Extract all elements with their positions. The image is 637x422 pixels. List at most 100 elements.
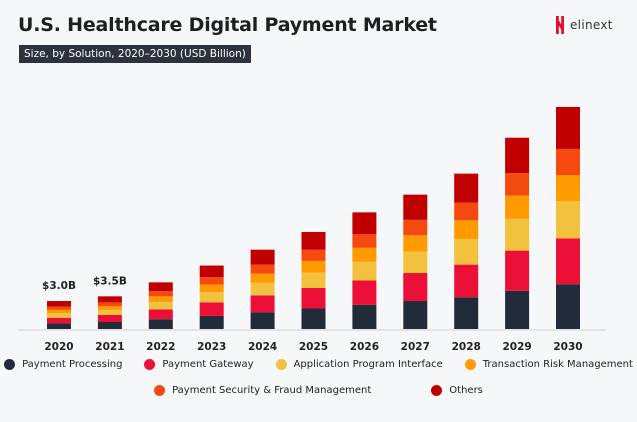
bar-segment-2021-0 [97, 322, 122, 329]
bar-segment-2020-4 [47, 306, 71, 310]
legend-row-1: Payment Processing Payment Gateway Applica… [0, 359, 637, 370]
data-label-2021: $3.5B [93, 275, 127, 287]
bar-segment-2020-2 [47, 313, 71, 318]
legend-swatch-icon [431, 385, 443, 396]
bar-segment-2028-3 [454, 220, 479, 239]
bar-segment-2024-4 [250, 264, 275, 274]
bar-segment-2029-3 [505, 195, 530, 219]
bar-segment-2028-1 [454, 264, 479, 298]
legend-label: Application Program Interface [293, 359, 443, 370]
bar-segment-2025-0 [301, 308, 326, 329]
bar-segment-2022-2 [148, 301, 173, 310]
legend-swatch-icon [154, 385, 166, 396]
bar-segment-2022-3 [148, 296, 173, 302]
legend-item: Others [431, 385, 483, 396]
data-label-2020: $3.0B [42, 280, 76, 292]
x-tick-label-2028: 2028 [452, 341, 481, 353]
x-tick-label-2025: 2025 [299, 341, 328, 353]
x-tick-label-2024: 2024 [248, 341, 277, 353]
legend-swatch-icon [144, 359, 156, 370]
logo-text: elinext [570, 18, 613, 32]
bar-segment-2023-1 [199, 302, 224, 316]
bar-segment-2023-0 [199, 315, 224, 329]
legend-swatch-icon [464, 359, 476, 370]
bar-segment-2022-4 [148, 291, 173, 297]
bar-segment-2020-0 [47, 323, 71, 329]
bar-segment-2026-1 [352, 280, 377, 305]
bar-segment-2021-3 [97, 306, 122, 310]
legend-label: Others [449, 385, 483, 396]
bar-segment-2024-2 [250, 282, 275, 296]
bar-segment-2024-3 [250, 273, 275, 283]
bar-segment-2026-3 [352, 247, 377, 262]
bar-segment-2022-5 [148, 282, 173, 292]
bar-segment-2021-2 [97, 309, 122, 316]
bar-segment-2030-5 [556, 106, 580, 149]
bar-segment-2029-4 [505, 173, 530, 196]
bar-segment-2020-5 [47, 301, 71, 307]
legend-label: Transaction Risk Management [482, 359, 633, 370]
bar-segment-2027-4 [403, 219, 428, 236]
bar-segment-2023-5 [199, 265, 224, 278]
bar-segment-2030-1 [556, 238, 580, 285]
bar-segment-2021-4 [97, 302, 122, 307]
bar-segment-2029-0 [505, 290, 530, 329]
bar-segment-2029-2 [505, 218, 530, 251]
bar-segment-2025-4 [301, 249, 326, 261]
bar-segment-2029-5 [505, 137, 530, 174]
legend-swatch-icon [4, 359, 16, 370]
bar-segment-2023-3 [199, 284, 224, 293]
elinext-logo: elinext [556, 16, 613, 34]
legend-label: Payment Gateway [162, 359, 254, 370]
bar-segment-2028-4 [454, 202, 479, 221]
legend-label: Payment Processing [22, 359, 123, 370]
legend-item: Payment Security & Fraud Management [154, 385, 371, 396]
bar-segment-2027-2 [403, 251, 428, 274]
bar-segment-2021-1 [97, 315, 122, 323]
page-title: U.S. Healthcare Digital Payment Market [18, 14, 437, 36]
legend-swatch-icon [275, 359, 287, 370]
bar-segment-2020-3 [47, 309, 71, 314]
legend-item: Payment Gateway [144, 359, 254, 370]
bar-segment-2027-1 [403, 273, 428, 302]
bar-segment-2025-1 [301, 287, 326, 309]
bar-segment-2027-0 [403, 301, 428, 329]
bar-segment-2025-3 [301, 260, 326, 273]
bar-segment-2021-5 [97, 296, 122, 303]
bar-segment-2024-0 [250, 312, 275, 329]
bar-segment-2026-5 [352, 212, 377, 235]
legend-item: Application Program Interface [275, 359, 443, 370]
bar-segment-2020-1 [47, 317, 71, 324]
x-tick-label-2022: 2022 [146, 341, 175, 353]
bar-segment-2029-1 [505, 250, 530, 291]
logo-icon [556, 16, 564, 34]
bar-segment-2030-0 [556, 284, 580, 329]
bar-segment-2026-0 [352, 304, 377, 329]
x-tick-label-2020: 2020 [44, 341, 73, 353]
bar-segment-2030-4 [556, 148, 580, 176]
bar-segment-2023-4 [199, 277, 224, 285]
bar-segment-2023-2 [199, 292, 224, 303]
bar-segment-2024-5 [250, 249, 275, 265]
bar-segment-2025-2 [301, 272, 326, 288]
x-tick-label-2021: 2021 [95, 341, 124, 353]
bar-segment-2022-0 [148, 319, 173, 329]
bar-segment-2026-4 [352, 234, 377, 248]
legend-item: Transaction Risk Management [464, 359, 633, 370]
bar-segment-2030-3 [556, 175, 580, 202]
bar-segment-2027-3 [403, 235, 428, 252]
legend-label: Payment Security & Fraud Management [172, 385, 372, 396]
x-tick-label-2023: 2023 [197, 341, 226, 353]
chart-subtitle: Size, by Solution, 2020–2030 (USD Billio… [19, 45, 251, 63]
bar-segment-2028-2 [454, 238, 479, 265]
bar-segment-2028-5 [454, 173, 479, 203]
bar-segment-2025-5 [301, 231, 326, 250]
bar-segment-2028-0 [454, 297, 479, 329]
legend-item: Payment Processing [4, 359, 122, 370]
legend-row-2: Payment Security & Fraud Management Other… [0, 385, 637, 396]
bar-segment-2024-1 [250, 295, 275, 313]
bar-segment-2026-2 [352, 261, 377, 281]
x-tick-label-2030: 2030 [553, 341, 582, 353]
x-tick-label-2029: 2029 [502, 341, 531, 353]
